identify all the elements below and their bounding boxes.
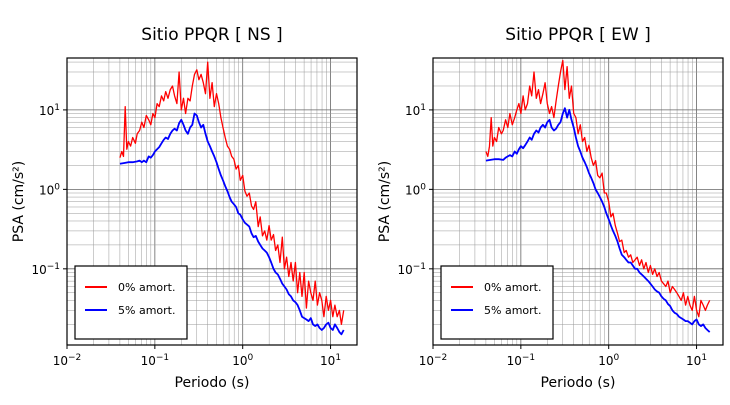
chart-panel-1: 10−2 10−1 100 101 10−1 100 101 Sitio PPQR [ NS … bbox=[11, 25, 358, 391]
x-tick-label: 10−2 bbox=[419, 353, 448, 368]
y-axis-label: PSA (cm/s²) bbox=[11, 161, 27, 243]
plot-frame bbox=[66, 57, 358, 346]
chart-panel-2: 10−2 10−1 100 101 10−1 100 101 Sitio PPQR [ EW … bbox=[377, 25, 724, 391]
series-line-blue bbox=[485, 107, 711, 333]
legend-box bbox=[440, 265, 554, 340]
x-axis-label: Periodo (s) bbox=[175, 375, 250, 391]
grid bbox=[432, 58, 724, 345]
series-line-blue bbox=[119, 112, 345, 336]
legend: 0% amort. 5% amort. bbox=[440, 265, 554, 340]
legend-box bbox=[74, 265, 188, 340]
chart-title: Sitio PPQR [ EW ] bbox=[505, 25, 650, 45]
legend-label: 5% amort. bbox=[484, 304, 541, 317]
chart-title: Sitio PPQR [ NS ] bbox=[141, 25, 282, 45]
plot-frame bbox=[432, 57, 724, 346]
legend-label: 5% amort. bbox=[118, 304, 175, 317]
series-line-red bbox=[119, 61, 345, 326]
y-tick-label: 100 bbox=[405, 182, 426, 197]
x-tick-label: 10−1 bbox=[507, 353, 536, 368]
y-axis-label: PSA (cm/s²) bbox=[377, 161, 393, 243]
y-tick-label: 101 bbox=[39, 103, 60, 118]
x-axis-label: Periodo (s) bbox=[541, 375, 616, 391]
legend-label: 0% amort. bbox=[118, 281, 175, 294]
legend: 0% amort. 5% amort. bbox=[74, 265, 188, 340]
y-tick-label: 100 bbox=[39, 182, 60, 197]
grid bbox=[66, 58, 358, 345]
x-tick-label: 100 bbox=[232, 353, 253, 368]
x-tick-label: 101 bbox=[320, 353, 341, 368]
legend-label: 0% amort. bbox=[484, 281, 541, 294]
x-tick-label: 101 bbox=[686, 353, 707, 368]
x-tick-label: 10−2 bbox=[53, 353, 82, 368]
x-tick-label: 10−1 bbox=[141, 353, 170, 368]
y-tick-label: 101 bbox=[405, 103, 426, 118]
y-tick-label: 10−1 bbox=[31, 262, 60, 277]
x-tick-label: 100 bbox=[598, 353, 619, 368]
series-line-red bbox=[485, 59, 711, 318]
y-tick-label: 10−1 bbox=[397, 262, 426, 277]
